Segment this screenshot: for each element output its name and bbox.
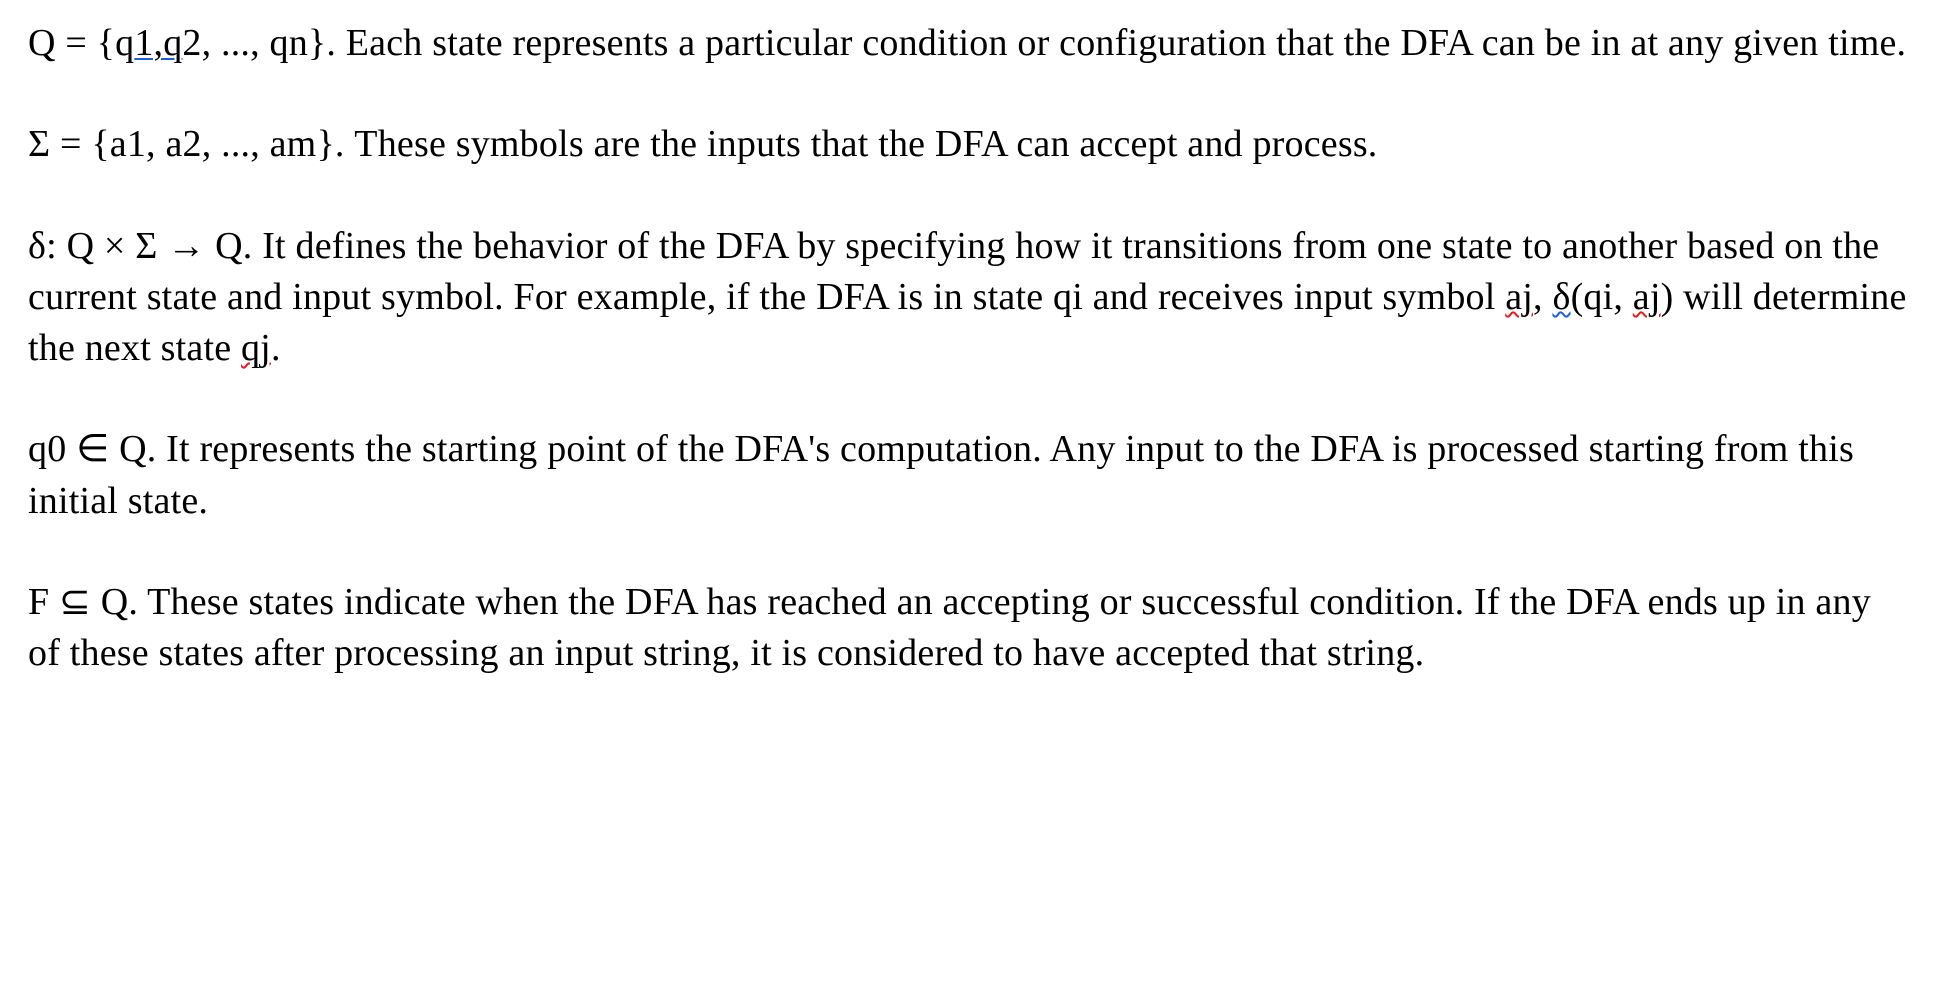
- paragraph-initial-state: q0 ∈ Q. It represents the starting point…: [28, 424, 1908, 527]
- document-body: Q = {q1,q2, ..., qn}. Each state represe…: [28, 18, 1908, 680]
- text-fragment: 2, ..., qn}. Each state represents a par…: [182, 22, 1906, 64]
- spellcheck-aj: aj: [1633, 276, 1661, 318]
- underlined-delta: δ: [1552, 276, 1570, 318]
- text-fragment: (qi,: [1571, 276, 1633, 318]
- text-fragment: ,: [1533, 276, 1552, 318]
- text-fragment: Σ = {a1, a2, ..., am}. These symbols are…: [28, 123, 1378, 165]
- text-fragment: F ⊆ Q. These states indicate when the DF…: [28, 581, 1871, 674]
- spellcheck-aj: aj: [1505, 276, 1533, 318]
- paragraph-states: Q = {q1,q2, ..., qn}. Each state represe…: [28, 18, 1908, 69]
- text-fragment: Q = {q: [28, 22, 134, 64]
- paragraph-transition: δ: Q × Σ → Q. It defines the behavior of…: [28, 221, 1908, 375]
- paragraph-final-states: F ⊆ Q. These states indicate when the DF…: [28, 577, 1908, 680]
- spellcheck-qj: qj: [241, 327, 271, 369]
- underlined-link-text: 1,q: [134, 22, 182, 64]
- text-fragment: q0 ∈ Q. It represents the starting point…: [28, 428, 1854, 521]
- text-fragment: .: [271, 327, 281, 369]
- paragraph-alphabet: Σ = {a1, a2, ..., am}. These symbols are…: [28, 119, 1908, 170]
